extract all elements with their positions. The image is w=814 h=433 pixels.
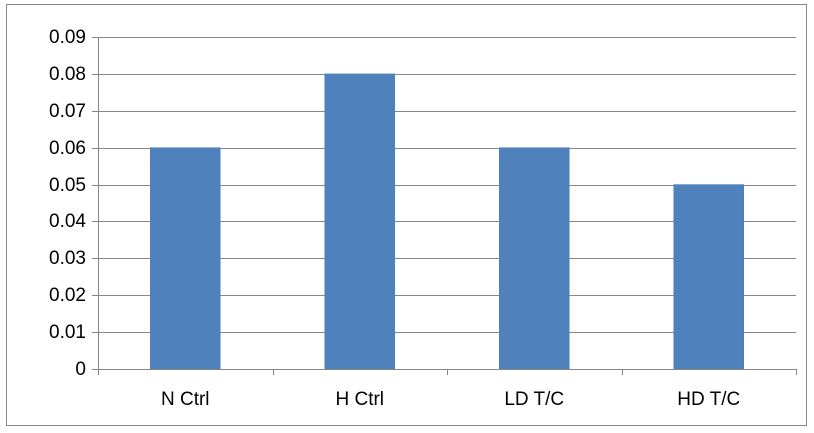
y-tick-label: 0.02 [49, 285, 86, 306]
y-tick-label: 0.07 [49, 101, 86, 122]
x-tick-label: HD T/C [677, 389, 740, 410]
bar-n-ctrl [150, 147, 221, 370]
bar-hd-t-c [673, 184, 744, 370]
x-tick-label: H Ctrl [335, 389, 384, 410]
y-tick-label: 0.01 [49, 322, 86, 343]
y-tick-label: 0.05 [49, 175, 86, 196]
y-tick-label: 0.03 [49, 248, 86, 269]
y-tick-label: 0 [75, 359, 86, 380]
y-tick-label: 0.09 [49, 27, 86, 48]
y-tick-labels: 0 0.01 0.02 0.03 0.04 0.05 0.06 0.07 0.08 0.09 [49, 27, 86, 380]
bars [150, 73, 744, 370]
axes [92, 37, 797, 375]
y-tick-label: 0.04 [49, 211, 86, 232]
y-tick-label: 0.08 [49, 64, 86, 85]
bar-h-ctrl [324, 73, 395, 370]
x-tick-label: N Ctrl [161, 389, 210, 410]
x-tick-label: LD T/C [504, 389, 564, 410]
y-tick-label: 0.06 [49, 138, 86, 159]
bar-ld-t-c [499, 147, 570, 370]
x-tick-labels: N Ctrl H Ctrl LD T/C HD T/C [161, 389, 740, 410]
